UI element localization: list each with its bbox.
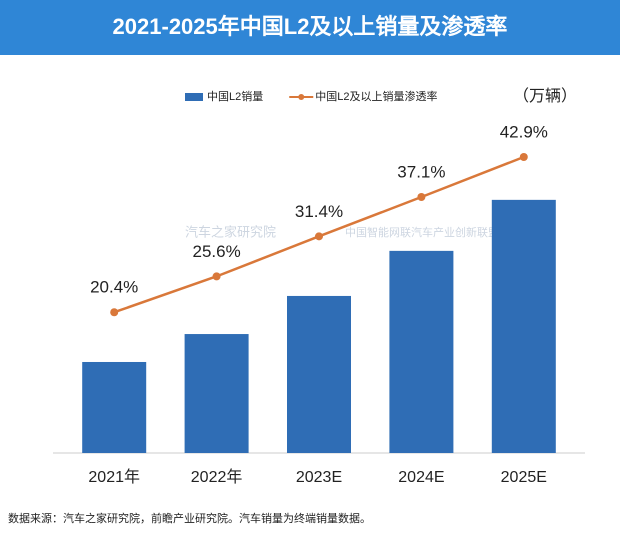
data-label: 37.1%: [397, 162, 445, 181]
x-tick-label: 2025E: [501, 469, 547, 486]
x-tick-label: 2022年: [191, 468, 243, 486]
data-label: 31.4%: [295, 202, 343, 221]
line-point: [110, 308, 119, 317]
line-point: [315, 232, 323, 241]
data-label: 20.4%: [90, 278, 138, 297]
data-label: 42.9%: [500, 122, 548, 141]
legend-label: 中国L2及以上销量渗透率: [315, 89, 437, 103]
x-tick-label: 2024E: [398, 469, 444, 486]
bar: [389, 250, 454, 453]
x-tick-label: 2021年: [88, 468, 140, 486]
bar: [82, 361, 147, 453]
unit-label: （万辆）: [513, 87, 577, 105]
line-point: [417, 193, 426, 202]
watermark: 汽车之家研究院: [185, 224, 276, 239]
title-bar: [0, 0, 620, 55]
legend-swatch: [185, 93, 203, 101]
data-label: 25.6%: [192, 242, 240, 261]
line-point: [519, 152, 528, 161]
x-tick-label: 2023E: [296, 469, 342, 486]
watermark: 中国智能网联汽车产业创新联盟: [345, 225, 499, 239]
bar: [491, 199, 556, 453]
bar: [184, 334, 249, 453]
chart-title: 2021-2025年中国L2及以上销量及渗透率: [113, 14, 508, 39]
source-note: 数据来源：汽车之家研究院，前瞻产业研究院。汽车销量为终端销量数据。: [8, 511, 371, 525]
line-point: [212, 272, 221, 281]
legend-swatch: [298, 94, 305, 100]
legend-label: 中国L2销量: [207, 89, 263, 103]
bar: [287, 295, 351, 453]
